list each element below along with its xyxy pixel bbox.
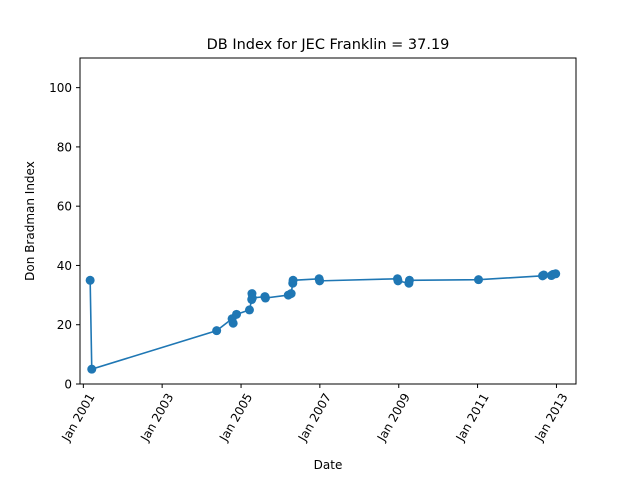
x-tick-label: Jan 2013	[532, 391, 571, 445]
data-point	[87, 364, 97, 374]
data-point	[315, 276, 325, 286]
x-tick-label: Jan 2001	[59, 391, 98, 445]
x-tick-label: Jan 2011	[453, 391, 492, 445]
data-point	[244, 305, 254, 315]
y-tick-label: 100	[49, 81, 72, 95]
plot-background	[80, 58, 576, 384]
chart-title: DB Index for JEC Franklin = 37.19	[207, 37, 450, 53]
data-point	[85, 275, 95, 285]
data-series	[85, 269, 561, 374]
data-point	[260, 293, 270, 303]
plot-frame	[79, 57, 577, 385]
data-point	[247, 293, 257, 303]
y-tick-label: 0	[64, 378, 72, 392]
x-tick-label: Jan 2007	[295, 391, 334, 445]
data-point	[286, 289, 296, 299]
y-axis: 0 20 40 60 80 100	[49, 81, 80, 392]
y-tick-label: 40	[57, 259, 72, 273]
x-tick-label: Jan 2009	[374, 391, 413, 445]
data-point	[288, 275, 298, 285]
data-point	[212, 326, 222, 336]
data-point	[393, 276, 403, 286]
data-point	[228, 318, 238, 328]
data-point	[404, 275, 414, 285]
y-tick-label: 20	[57, 318, 72, 332]
x-tick-label: Jan 2005	[216, 391, 255, 445]
data-point	[551, 269, 561, 279]
data-point	[474, 275, 484, 285]
x-tick-label: Jan 2003	[137, 391, 176, 445]
data-point	[539, 270, 549, 280]
data-point	[232, 309, 242, 319]
y-tick-label: 60	[57, 200, 72, 214]
x-axis-label: Date	[314, 458, 343, 472]
y-tick-label: 80	[57, 140, 72, 154]
y-axis-label: Don Bradman Index	[23, 161, 37, 281]
x-axis: Jan 2001 Jan 2003 Jan 2005 Jan 2007 Jan 2009…	[59, 384, 571, 445]
